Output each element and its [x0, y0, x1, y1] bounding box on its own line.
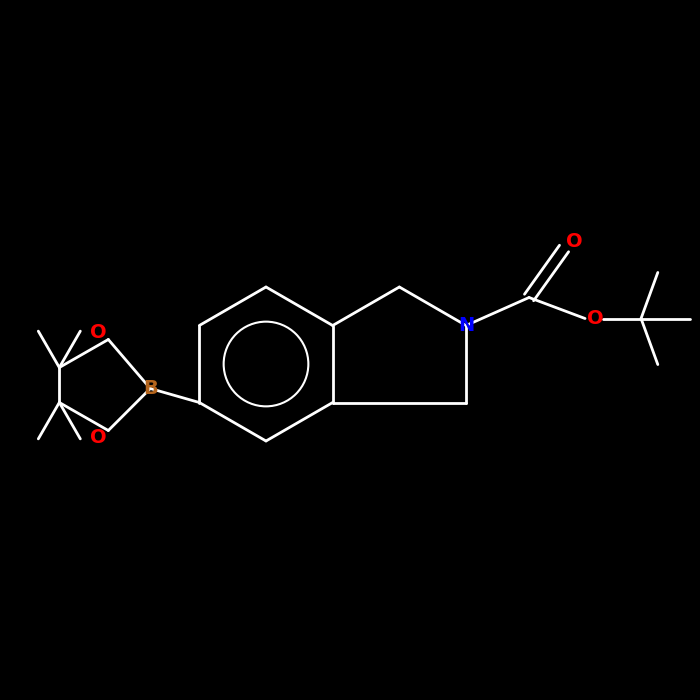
- Text: N: N: [458, 316, 474, 335]
- Text: O: O: [566, 232, 583, 251]
- Text: O: O: [587, 309, 604, 328]
- Text: O: O: [90, 428, 106, 447]
- Text: B: B: [143, 379, 158, 398]
- Text: O: O: [90, 323, 106, 342]
